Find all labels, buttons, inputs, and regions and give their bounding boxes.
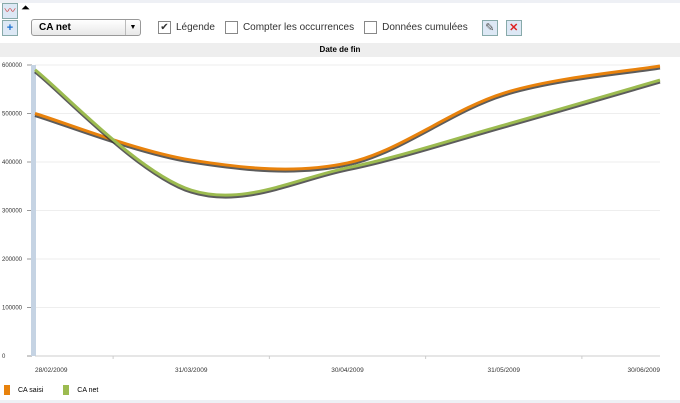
x-tick-label: 28/02/2009 bbox=[35, 367, 68, 374]
legend-item-ca-net: CA net bbox=[63, 385, 98, 395]
y-tick-label: 500000 bbox=[2, 112, 23, 118]
y-tick-label: 600000 bbox=[2, 63, 23, 69]
line-chart-icon[interactable]: 〰 bbox=[2, 3, 18, 19]
legend-label: CA net bbox=[77, 386, 99, 394]
legend-swatch bbox=[63, 385, 70, 395]
bottom-border bbox=[0, 400, 680, 403]
y-tick-label: 100000 bbox=[2, 306, 23, 312]
count-checkbox-label: Compter les occurrences bbox=[242, 22, 355, 33]
series-line-ca-saisi bbox=[34, 64, 661, 171]
legend-label: CA saisi bbox=[18, 386, 44, 394]
legend-item-ca-saisi: CA saisi bbox=[4, 385, 43, 395]
edit-pencil-icon[interactable]: ✎ bbox=[481, 19, 498, 36]
y-tick-label: 200000 bbox=[2, 257, 23, 263]
legend: CA saisi CA net bbox=[4, 385, 118, 395]
checkbox[interactable] bbox=[224, 21, 238, 34]
collapse-arrow-icon[interactable]: ⏶ bbox=[21, 2, 30, 14]
x-tick-label: 31/03/2009 bbox=[175, 367, 208, 374]
legend-swatch bbox=[4, 385, 10, 395]
plus-icon[interactable]: + bbox=[2, 20, 18, 36]
x-tick-label: 31/05/2009 bbox=[487, 367, 520, 374]
top-border bbox=[0, 0, 680, 3]
legend-checkbox-label: Légende bbox=[176, 22, 215, 33]
series-shadow bbox=[34, 70, 661, 199]
cumul-checkbox-label: Données cumulées bbox=[382, 22, 468, 33]
chart-title: Date de fin bbox=[0, 43, 680, 57]
legend-checkbox[interactable]: ✔ Légende bbox=[158, 21, 215, 34]
checkbox-checked[interactable]: ✔ bbox=[158, 21, 171, 34]
line-chart: 0 100000 200000 300000 400000 500000 600000 28/… bbox=[2, 63, 661, 374]
x-tick-label: 30/06/2009 bbox=[627, 367, 660, 374]
delete-x-icon[interactable]: ✕ bbox=[505, 19, 522, 36]
select-value: CA net bbox=[39, 22, 71, 33]
series-line-ca-net bbox=[34, 68, 661, 197]
count-checkbox[interactable]: Compter les occurrences bbox=[224, 21, 355, 34]
y-tick-label: 0 bbox=[2, 354, 6, 360]
y-tick-label: 300000 bbox=[2, 209, 23, 215]
chevron-down-icon[interactable]: ▼ bbox=[125, 20, 140, 35]
cumul-checkbox[interactable]: Données cumulées bbox=[364, 21, 468, 34]
y-axis-bar bbox=[31, 65, 36, 356]
series-shadow bbox=[34, 66, 661, 173]
x-tick-label: 30/04/2009 bbox=[331, 367, 364, 374]
y-tick-label: 400000 bbox=[2, 160, 23, 166]
measure-select[interactable]: CA net ▼ bbox=[31, 19, 141, 36]
toolbar: CA net ▼ ✔ Légende Compter les occurrences… bbox=[31, 19, 522, 36]
checkbox[interactable] bbox=[364, 21, 378, 34]
